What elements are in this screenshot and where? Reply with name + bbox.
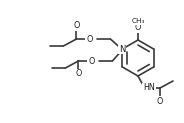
Text: HN: HN [143,84,155,92]
Text: CH₃: CH₃ [131,18,145,24]
Text: O: O [135,23,141,32]
Text: O: O [86,34,93,44]
Text: O: O [88,56,95,66]
Text: O: O [157,97,163,106]
Text: O: O [75,69,82,78]
Text: O: O [73,22,80,31]
Text: N: N [119,45,126,54]
